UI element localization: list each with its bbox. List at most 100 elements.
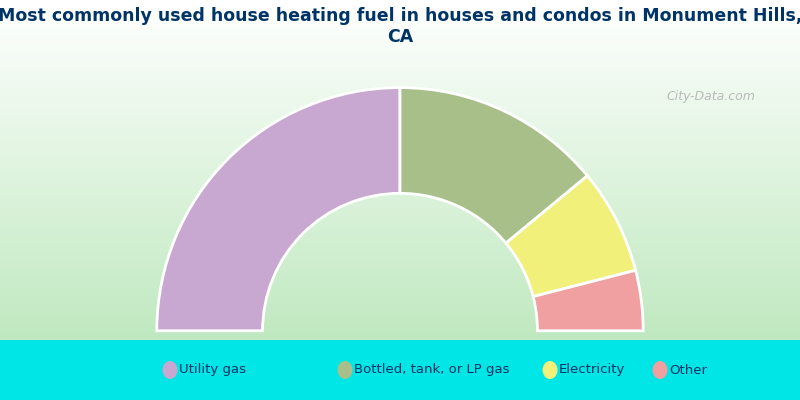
Bar	[0, 110, 800, 112]
Bar	[0, 166, 800, 168]
Bar	[0, 246, 800, 248]
Bar	[0, 31, 800, 32]
Bar	[0, 306, 800, 308]
Bar	[0, 265, 800, 267]
Bar	[0, 311, 800, 313]
Bar	[0, 291, 800, 292]
Bar	[0, 326, 800, 328]
Bar	[0, 337, 800, 338]
Bar	[0, 56, 800, 58]
Bar	[0, 5, 800, 7]
Bar	[0, 340, 800, 400]
Bar	[0, 61, 800, 63]
Bar	[0, 27, 800, 29]
Bar	[0, 174, 800, 175]
Bar	[0, 97, 800, 99]
Bar	[0, 122, 800, 124]
Bar	[0, 26, 800, 27]
Bar	[0, 272, 800, 274]
Bar	[0, 87, 800, 88]
Bar	[0, 12, 800, 14]
Bar	[0, 153, 800, 155]
Bar	[0, 175, 800, 177]
Bar	[0, 330, 800, 332]
Bar	[0, 124, 800, 126]
Bar	[0, 172, 800, 174]
Bar	[0, 146, 800, 148]
Text: Electricity: Electricity	[559, 364, 626, 376]
Bar	[0, 114, 800, 116]
Bar	[0, 212, 800, 214]
Bar	[0, 267, 800, 269]
Bar	[0, 248, 800, 250]
Bar	[0, 299, 800, 301]
Bar	[0, 250, 800, 252]
Bar	[0, 236, 800, 238]
Bar	[0, 109, 800, 110]
Bar	[0, 7, 800, 8]
Bar	[0, 92, 800, 94]
Bar	[0, 102, 800, 104]
Bar	[0, 75, 800, 76]
Bar	[0, 197, 800, 199]
Bar	[0, 269, 800, 270]
Ellipse shape	[338, 361, 353, 379]
Bar	[0, 270, 800, 272]
Bar	[0, 202, 800, 204]
Bar	[0, 240, 800, 241]
Ellipse shape	[542, 361, 558, 379]
Bar	[0, 144, 800, 146]
Bar	[0, 19, 800, 20]
Bar	[0, 34, 800, 36]
Bar	[0, 51, 800, 53]
Bar	[0, 286, 800, 287]
Text: Utility gas: Utility gas	[179, 364, 246, 376]
Bar	[0, 221, 800, 223]
Bar	[0, 255, 800, 257]
Bar	[0, 155, 800, 156]
Text: Other: Other	[669, 364, 707, 376]
Bar	[0, 310, 800, 311]
Bar	[0, 178, 800, 180]
Bar	[0, 160, 800, 162]
Bar	[0, 66, 800, 68]
Bar	[0, 53, 800, 54]
Bar	[0, 105, 800, 107]
Bar	[0, 80, 800, 82]
Bar	[0, 185, 800, 187]
Bar	[0, 0, 800, 2]
Bar	[0, 54, 800, 56]
Bar	[0, 223, 800, 224]
Bar	[0, 39, 800, 41]
Bar	[0, 156, 800, 158]
Bar	[0, 65, 800, 66]
Bar	[0, 301, 800, 302]
Bar	[0, 88, 800, 90]
Bar	[0, 37, 800, 39]
Bar	[0, 8, 800, 10]
Bar	[0, 211, 800, 212]
Bar	[0, 216, 800, 218]
Bar	[0, 128, 800, 129]
Bar	[0, 85, 800, 87]
Bar	[0, 70, 800, 71]
Bar	[0, 36, 800, 37]
Bar	[0, 260, 800, 262]
Bar	[0, 333, 800, 335]
Bar	[0, 17, 800, 19]
Bar	[0, 41, 800, 42]
Bar	[0, 332, 800, 333]
Bar	[0, 170, 800, 172]
Bar	[0, 316, 800, 318]
Bar	[0, 292, 800, 294]
Bar	[0, 3, 800, 5]
Bar	[0, 274, 800, 275]
Bar	[0, 231, 800, 233]
Bar	[0, 280, 800, 282]
Bar	[0, 138, 800, 139]
Bar	[0, 313, 800, 314]
Bar	[0, 226, 800, 228]
Wedge shape	[157, 88, 400, 331]
Bar	[0, 234, 800, 236]
Bar	[0, 24, 800, 26]
